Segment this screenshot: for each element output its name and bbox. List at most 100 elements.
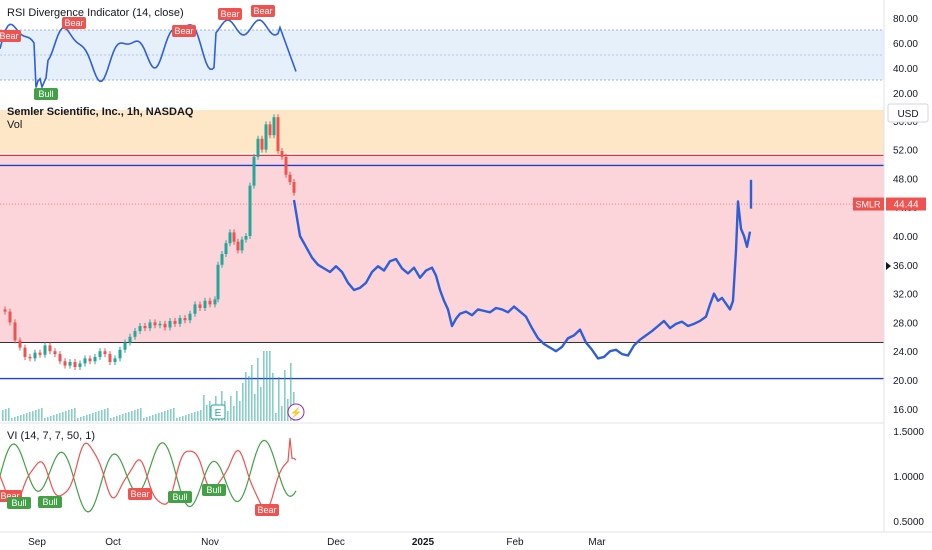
vi-bull-label: Bull — [38, 496, 62, 508]
vi-bull-label: Bull — [202, 484, 226, 496]
candle-body — [228, 232, 232, 244]
lightning-icon: ⚡ — [290, 406, 302, 419]
volume-bar — [254, 394, 256, 421]
candle-body — [13, 322, 17, 341]
vi-label-text: Bear — [257, 505, 276, 515]
volume-bar — [119, 415, 121, 421]
volume-bar — [35, 410, 37, 421]
price-tick-label: 24.00 — [893, 347, 918, 358]
volume-bar — [248, 376, 250, 421]
volume-bar — [245, 372, 247, 421]
rsi-signal-labels: Bear Bear Bear Bear Bear Bull — [0, 5, 275, 100]
volume-bar — [173, 408, 175, 421]
volume-bar — [143, 418, 145, 421]
bull-label-text: Bull — [38, 89, 53, 99]
candle-body — [188, 313, 192, 321]
volume-bar — [134, 410, 136, 421]
volume-bar — [290, 363, 292, 421]
vi-tick-label: 1.0000 — [893, 472, 924, 483]
rsi-title: RSI Divergence Indicator (14, close) — [7, 7, 184, 19]
volume-bar — [188, 414, 190, 421]
candle-body — [288, 174, 292, 182]
volume-bar — [251, 365, 253, 421]
earnings-marker[interactable]: E — [210, 404, 226, 420]
volume-bar — [197, 411, 199, 421]
vi-bear-label: Bear — [128, 488, 152, 500]
volume-bar — [71, 409, 73, 421]
time-tick-label: Dec — [327, 537, 345, 548]
volume-bar — [65, 411, 67, 421]
bear-label: Bear — [62, 17, 86, 29]
candle-body — [244, 236, 248, 240]
vi-label-text: Bull — [42, 497, 57, 507]
candle-body — [163, 323, 167, 328]
price-tag: SMLR 44.44 — [853, 197, 926, 211]
volume-bar — [38, 409, 40, 421]
candle-body — [248, 185, 252, 236]
candle-body — [8, 311, 12, 323]
candle-body — [236, 241, 240, 251]
volume-bar — [263, 351, 265, 421]
volume-bar — [176, 418, 178, 421]
time-axis[interactable]: Sep Oct Nov Dec 2025 Feb Mar — [0, 531, 932, 548]
candle-body — [276, 117, 280, 152]
volume-bar — [11, 418, 13, 421]
price-tick-label: 28.00 — [893, 318, 918, 329]
candle-body — [292, 182, 296, 193]
event-marker[interactable]: ⚡ — [287, 403, 305, 421]
candle-body — [224, 243, 228, 254]
volume-bar — [5, 409, 7, 421]
volume-bar — [167, 410, 169, 421]
vi-axis-ticks: 1.5000 1.0000 0.5000 — [893, 427, 924, 528]
bull-label: Bull — [34, 88, 58, 100]
vi-bear-label: Bear — [255, 504, 279, 516]
vi-minus-line — [0, 438, 297, 511]
rsi-panel: Bear Bear Bear Bear Bear Bull RSI Divergence … — [0, 5, 884, 100]
candle-body — [240, 239, 244, 251]
volume-bar — [179, 417, 181, 421]
candle-body — [103, 351, 107, 355]
vi-bull-label: Bull — [7, 497, 31, 509]
candle-body — [78, 363, 82, 368]
volume-bar — [278, 377, 280, 421]
volume-bar — [17, 416, 19, 421]
rsi-tick-label: 60.00 — [893, 39, 918, 50]
candle-body — [38, 352, 42, 355]
volume-bar — [116, 416, 118, 421]
volume-bar — [185, 415, 187, 421]
bear-label: Bear — [218, 8, 242, 20]
candle-body — [33, 352, 37, 359]
volume-bar — [260, 387, 262, 421]
price-tag-symbol: SMLR — [855, 200, 881, 210]
volume-bar — [239, 401, 241, 421]
price-tag-value: 44.44 — [893, 200, 918, 211]
candle-body — [208, 300, 212, 305]
volume-bar — [8, 408, 10, 421]
volume-bars — [2, 351, 295, 421]
volume-bar — [128, 412, 130, 421]
candle-body — [58, 354, 62, 362]
candle-body — [68, 362, 72, 366]
bear-label-text: Bear — [0, 31, 19, 41]
currency-badge[interactable] — [887, 103, 929, 123]
candle-body — [256, 138, 260, 157]
volume-bar — [113, 417, 115, 421]
candle-body — [133, 331, 137, 337]
candle-body — [118, 349, 122, 359]
candle-body — [53, 351, 57, 355]
vi-plus-line — [0, 439, 297, 513]
volume-bar — [110, 418, 112, 421]
vi-bull-label: Bull — [168, 491, 192, 503]
volume-bar — [80, 417, 82, 421]
bear-label-text: Bear — [253, 6, 272, 16]
volume-bar — [44, 418, 46, 421]
volume-bar — [209, 401, 211, 421]
volume-bar — [23, 414, 25, 421]
vol-label: Vol — [7, 119, 22, 131]
volume-bar — [164, 411, 166, 421]
volume-bar — [77, 418, 79, 421]
candle-body — [216, 264, 220, 300]
volume-bar — [269, 351, 271, 421]
